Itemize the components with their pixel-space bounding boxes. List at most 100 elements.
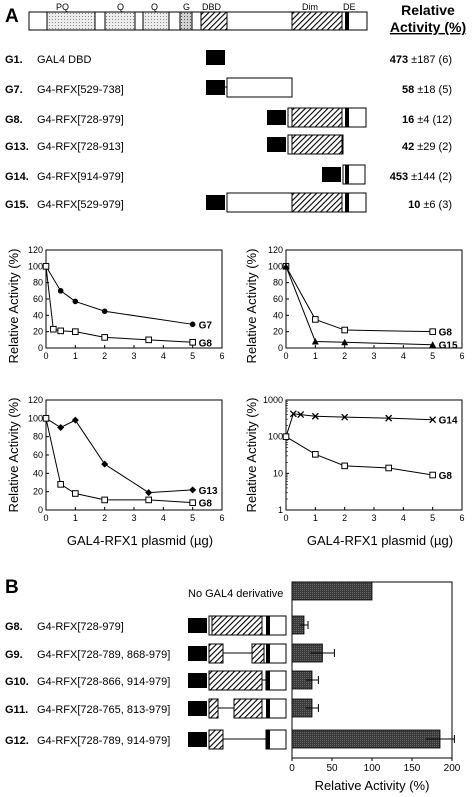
x-tick-label: 50 [326,763,338,774]
series-label: G14 [439,416,458,427]
construct-id: G9. [5,649,23,661]
series-label: G15 [439,341,458,352]
data-point [189,338,196,346]
construct-id: G15. [5,199,29,211]
construct-name: G4-RFX[728-789, 868-979] [37,649,170,661]
y-tick-label: 100 [28,413,43,423]
construct-activity-text: 16 ±4 (12) [402,114,452,126]
construct-row-g13: G13. G4-RFX[728-913] 42 ±29 (2) [5,134,452,155]
activity-value: 10 [408,199,420,211]
data-point [189,499,196,506]
data-point [289,410,297,418]
series-label: G13 [199,486,218,497]
data-point [145,489,153,497]
construct-id: G1. [5,54,23,66]
x-tick-label: 1 [73,513,78,523]
y-tick-label: 80 [273,278,283,288]
x-tick-label: 0 [283,513,288,523]
activity-value: 16 [402,114,414,126]
data-point [312,316,319,323]
activity-error: ±29 [417,141,435,153]
y-tick-label: 120 [28,395,43,405]
bar-chart-relative-activity: 0 50 100 150 200 [289,581,461,774]
x-tick-label: 0 [43,351,48,361]
data-point [282,262,290,270]
data-point [429,341,437,348]
construct-activity-text: 42 ±29 (2) [402,141,452,153]
panel-b-letter: B [5,577,19,598]
construct-row-g7: G7. G4-RFX[529-738] 58 ±18 (5) [5,77,452,98]
domain-map: PQ Q Q G DBD Dim DE [28,2,368,31]
x-tick-label: 6 [459,513,464,523]
construct-name: G4-RFX[728-913] [37,141,124,153]
construct-name: GAL4 DBD [37,54,91,66]
x-tick-label: 2 [102,351,107,361]
domain-label-de: DE [343,2,356,12]
construct-id: G8. [5,621,23,633]
series-line [45,417,193,494]
x-tick-label: 1 [313,351,318,361]
data-point [42,415,50,422]
domain-label-q2: Q [151,2,158,12]
y-axis-title-bottom-right: Relative Activity (%) [244,398,259,513]
construct-list: G1. GAL4 DBD 473 ±187 (6) G7. G4-RFX[529-7… [5,50,452,213]
y-tick-label: 0 [38,343,43,353]
x-tick-label: 3 [131,513,136,523]
data-point [101,308,108,315]
domain-label-g: G [183,2,190,12]
construct-id: G11. [5,704,28,716]
series-line [45,266,193,325]
data-point [189,321,196,328]
data-point [341,326,348,334]
panel-a-letter: A [5,6,19,27]
data-point [311,412,319,420]
y-axis-title-top-left: Relative Activity (%) [6,249,21,364]
series-label: G8 [439,471,453,482]
x-tick-label: 6 [219,513,224,523]
series-g8: G8 [282,433,453,482]
y-axis-title-top-right: Relative Activity (%) [244,249,259,364]
data-point [57,424,65,431]
x-tick-label: 5 [430,513,435,523]
series-line [45,266,193,343]
construct-row-g14: G14. G4-RFX[914-979] 453 ±144 (2) [5,164,452,185]
x-tick-label: 4 [161,513,166,523]
activity-value: 473 [390,54,408,66]
x-tick-label: 4 [401,513,406,523]
activity-error: ±4 [417,114,429,126]
x-tick-label: 5 [190,513,195,523]
y-tick-label: 40 [273,310,283,320]
activity-n: (3) [439,199,452,211]
construct-activity-text: 10 ±6 (3) [408,199,452,211]
construct-id: G12. [5,735,29,747]
x-axis-title-left: GAL4-RFX1 plasmid (µg) [67,533,213,548]
construct-name: G4-RFX[529-738] [37,84,124,96]
construct-name: G4-RFX[728-789, 914-979] [37,735,170,747]
activity-n: (2) [439,141,452,153]
series-g15: G15 [282,262,458,352]
x-tick-label: 6 [219,351,224,361]
construct-id: G13. [5,141,29,153]
data-point [341,338,349,346]
data-point [145,336,152,344]
x-tick-label: 3 [371,351,376,361]
y-tick-label: 0 [38,505,43,515]
construct-b-g11: G11. G4-RFX[728-765, 813-979] [5,698,287,719]
series-label: G8 [199,338,213,349]
data-point [341,413,349,421]
data-point [282,433,290,440]
data-point [385,414,393,422]
data-point [72,298,79,305]
x-tick-label: 200 [444,763,461,774]
activity-n: (6) [439,54,452,66]
activity-error: ±144 [411,171,435,183]
y-tick-label: 40 [33,468,43,478]
y-tick-label: 80 [33,432,43,442]
activity-error: ±6 [423,199,435,211]
x-tick-label: 100 [364,763,381,774]
activity-value: 58 [402,84,414,96]
